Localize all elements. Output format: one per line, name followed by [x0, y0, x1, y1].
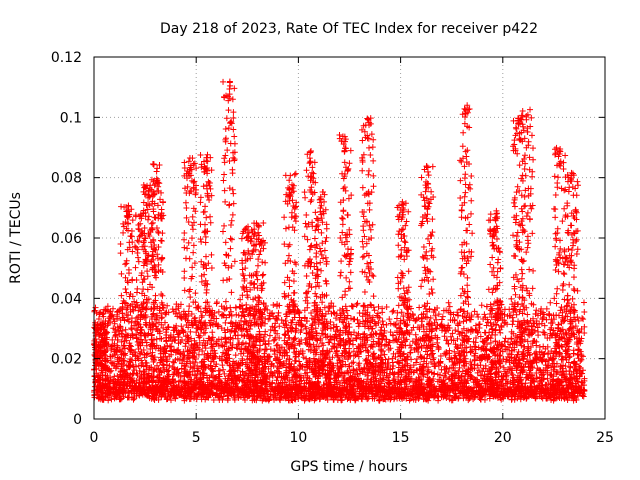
data-point: [367, 301, 374, 308]
data-point: [441, 372, 448, 379]
data-point: [452, 341, 459, 348]
data-point: [274, 330, 281, 337]
data-point: [413, 355, 420, 362]
data-point: [390, 307, 397, 314]
data-point: [433, 325, 440, 332]
data-point: [118, 338, 125, 345]
data-point: [102, 307, 109, 314]
data-point: [161, 319, 168, 326]
data-point: [148, 353, 155, 360]
data-point: [416, 304, 423, 311]
data-point: [202, 345, 209, 352]
data-point: [239, 308, 246, 315]
data-point: [131, 367, 138, 374]
data-point: [508, 370, 515, 377]
data-point: [487, 301, 494, 308]
data-point: [442, 370, 449, 377]
data-point: [273, 315, 280, 322]
data-point: [367, 332, 374, 339]
data-point: [464, 310, 471, 317]
data-point: [437, 352, 444, 359]
data-point: [581, 330, 588, 337]
data-point: [533, 307, 540, 314]
data-point: [417, 353, 424, 360]
data-point: [327, 325, 334, 332]
data-point: [381, 327, 388, 334]
data-point: [355, 323, 362, 330]
data-point: [232, 352, 239, 359]
data-points: [91, 78, 588, 404]
data-point: [530, 301, 537, 308]
data-point: [160, 325, 167, 332]
data-point: [447, 333, 454, 340]
data-point: [456, 364, 463, 371]
data-point: [379, 318, 386, 325]
data-point: [296, 341, 303, 348]
data-point: [474, 311, 481, 318]
data-point: [451, 317, 458, 324]
data-point: [348, 302, 355, 309]
data-point: [502, 335, 509, 342]
data-point: [391, 376, 398, 383]
data-point: [455, 328, 462, 335]
data-point: [569, 330, 576, 337]
chart-title: Day 218 of 2023, Rate Of TEC Index for r…: [160, 21, 538, 37]
data-point: [580, 299, 587, 306]
data-point: [547, 299, 554, 306]
data-point: [246, 355, 253, 362]
data-point: [130, 307, 137, 314]
data-point: [581, 323, 588, 330]
data-point: [333, 323, 340, 330]
data-point: [163, 338, 170, 345]
data-point: [355, 330, 362, 337]
data-point: [178, 315, 185, 322]
data-point: [210, 396, 217, 403]
data-point: [354, 316, 361, 323]
data-point: [327, 336, 334, 343]
data-point: [270, 337, 277, 344]
data-point: [435, 362, 442, 369]
data-point: [439, 313, 446, 320]
data-point: [521, 329, 528, 336]
data-point: [500, 364, 507, 371]
data-point: [215, 308, 222, 315]
data-point: [106, 308, 113, 315]
data-point: [501, 338, 508, 345]
data-point: [176, 309, 183, 316]
data-point: [299, 322, 306, 329]
data-point: [270, 302, 277, 309]
data-point: [474, 369, 481, 376]
data-point: [182, 343, 189, 350]
data-point: [443, 349, 450, 356]
data-point: [434, 339, 441, 346]
data-point: [390, 362, 397, 369]
